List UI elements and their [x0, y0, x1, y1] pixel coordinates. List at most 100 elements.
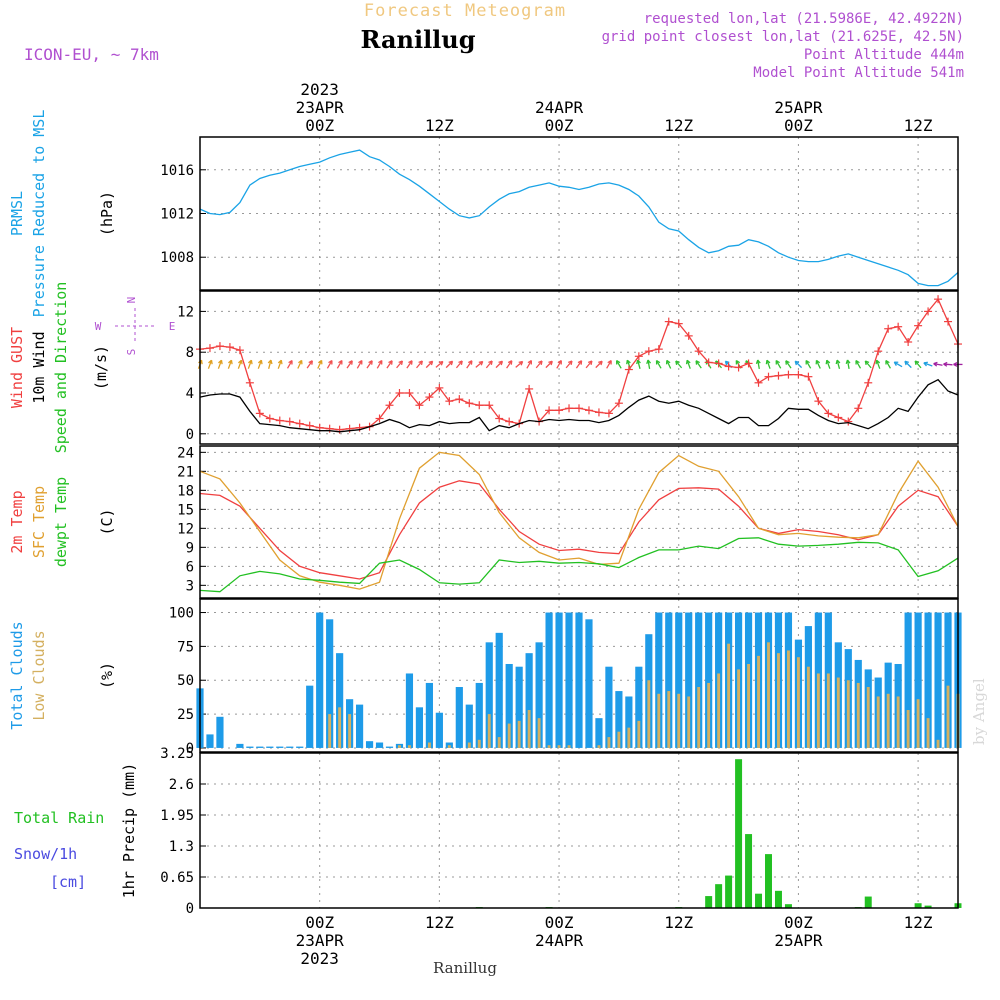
wind-direction-arrow — [406, 360, 413, 369]
wind-direction-arrowhead — [607, 359, 612, 364]
wind-direction-arrowhead — [636, 359, 639, 365]
panel-label: Snow/1h — [14, 845, 77, 863]
wind-direction-arrowhead — [428, 360, 433, 364]
low-cloud-bar — [677, 693, 681, 748]
series-dewpt-temp — [199, 537, 959, 593]
requested-coords: requested lon,lat (21.5986E, 42.4922N) — [644, 11, 964, 27]
panel-label: Wind GUST — [8, 327, 26, 408]
low-cloud-bar — [866, 687, 870, 748]
total-cloud-bar — [375, 742, 384, 748]
low-cloud-bar — [517, 720, 521, 748]
panel-label: [cm] — [50, 873, 86, 891]
total-cloud-bar — [256, 746, 264, 748]
wind-direction-arrow — [237, 359, 243, 369]
top-time-label: 25APR — [774, 98, 823, 117]
wind-direction-arrow — [836, 359, 841, 369]
panel-label: dewpt Temp — [52, 477, 70, 567]
rain-bar — [715, 884, 723, 908]
bottom-time-label: 12Z — [904, 913, 933, 932]
wind-direction-arrow — [306, 360, 313, 369]
top-time-label: 24APR — [535, 98, 584, 117]
y-tick-label: 1012 — [160, 207, 194, 223]
wind-direction-arrow — [356, 360, 363, 369]
wind-direction-arrow — [575, 360, 583, 369]
wind-direction-arrow — [217, 359, 223, 369]
wind-direction-arrow — [933, 363, 943, 366]
low-cloud-bar — [697, 687, 701, 748]
low-cloud-bar — [687, 696, 691, 748]
wind-direction-arrow — [545, 360, 553, 369]
low-cloud-bar — [477, 739, 481, 748]
wind-direction-arrowhead — [675, 360, 678, 366]
total-cloud-bar — [665, 612, 673, 748]
wind-direction-arrow — [893, 361, 903, 368]
wind-direction-arrow — [556, 360, 562, 369]
bottom-time-label: 00Z — [784, 913, 813, 932]
wind-direction-arrowhead — [308, 360, 313, 364]
total-cloud-bar — [435, 712, 443, 748]
wind-direction-arrowhead — [348, 360, 353, 364]
y-tick-label: 18 — [177, 483, 194, 499]
wind-direction-arrowhead — [943, 363, 948, 367]
wind-direction-arrowhead — [238, 359, 242, 364]
bottom-time-label: 23APR — [296, 931, 345, 950]
wind-direction-arrow — [326, 360, 333, 369]
y-tick-label: 1.3 — [169, 839, 194, 855]
wind-direction-arrowhead — [904, 361, 907, 366]
low-cloud-bar — [846, 680, 850, 748]
total-cloud-bar — [675, 612, 683, 748]
low-cloud-bar — [906, 710, 910, 748]
wind-direction-arrow — [526, 360, 532, 369]
wind-direction-arrow — [775, 360, 782, 369]
low-cloud-bar — [637, 720, 641, 748]
point-altitude: Point Altitude 444m — [804, 47, 964, 63]
wind-direction-arrow — [666, 360, 672, 369]
low-cloud-bar — [707, 682, 711, 748]
wind-direction-arrow — [495, 360, 503, 369]
wind-direction-arrow — [297, 360, 303, 369]
low-cloud-bar — [667, 691, 671, 748]
bottom-time-label: 00Z — [545, 913, 574, 932]
total-cloud-bar — [535, 642, 543, 748]
bottom-time-label: 24APR — [535, 931, 584, 950]
wind-direction-arrow — [268, 359, 272, 369]
top-time-label: 00Z — [305, 116, 334, 135]
wind-direction-arrowhead — [448, 360, 453, 364]
wind-direction-arrowhead — [518, 360, 523, 363]
wind-direction-arrow — [794, 360, 803, 369]
y-tick-label: 12 — [177, 304, 194, 320]
panel-label: Total Clouds — [8, 621, 26, 729]
wind-direction-arrow — [585, 360, 593, 369]
wind-direction-arrow — [466, 360, 473, 369]
wind-direction-arrowhead — [288, 359, 293, 364]
top-time-label: 12Z — [425, 116, 454, 135]
wind-direction-arrowhead — [765, 360, 768, 365]
top-time-label: 00Z — [784, 116, 813, 135]
wind-direction-arrow — [923, 362, 933, 367]
y-tick-label: 0.65 — [160, 870, 194, 886]
wind-direction-arrowhead — [577, 360, 582, 364]
wind-direction-arrow — [757, 359, 760, 369]
wind-direction-arrowhead — [228, 359, 232, 364]
total-cloud-bar — [545, 612, 553, 748]
low-cloud-bar — [547, 745, 551, 748]
rain-bar — [755, 893, 763, 908]
total-cloud-bar — [455, 687, 463, 748]
wind-direction-arrow — [376, 360, 383, 369]
low-cloud-bar — [876, 696, 880, 748]
wind-direction-arrowhead — [218, 359, 222, 364]
total-cloud-bar — [515, 666, 523, 748]
rain-bar — [725, 875, 733, 908]
total-cloud-bar — [236, 743, 244, 748]
panel-label: Speed and Direction — [52, 282, 70, 454]
panel-frame — [199, 136, 959, 291]
wind-direction-arrowhead — [755, 359, 759, 365]
total-cloud-bar — [385, 746, 394, 748]
total-cloud-bar — [425, 682, 433, 748]
wind-direction-arrowhead — [845, 359, 849, 365]
y-tick-label: 2.6 — [169, 777, 194, 793]
wind-direction-arrowhead — [794, 361, 797, 366]
total-cloud-bar — [355, 704, 364, 748]
wind-direction-arrowhead — [953, 363, 958, 367]
wind-direction-arrowhead — [467, 360, 473, 364]
